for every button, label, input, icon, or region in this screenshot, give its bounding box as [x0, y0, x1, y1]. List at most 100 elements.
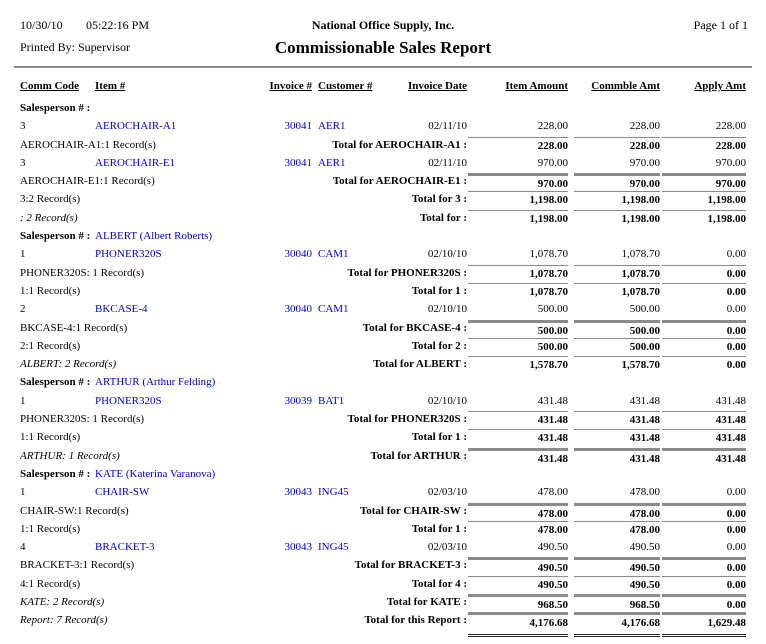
- invoice-link[interactable]: 30041: [284, 120, 313, 133]
- apply-amt-total: 431.48: [662, 411, 746, 430]
- invoice-date-cell: 02/10/10: [427, 394, 467, 407]
- customer-link[interactable]: AER1: [318, 156, 346, 169]
- item-link[interactable]: PHONER320S: [95, 394, 162, 407]
- apply-amt-total: 0.00: [662, 520, 746, 540]
- commble-amt-total: 1,198.00: [574, 191, 660, 210]
- commble-amt-total: 1,078.70: [574, 264, 660, 284]
- invoice-link[interactable]: 30040: [284, 303, 313, 316]
- apply-amt-total: 0.00: [662, 356, 746, 375]
- comm-code-cell: 3: [20, 120, 26, 133]
- salesperson-group-row: Salesperson # : ARTHUR (Arthur Felding): [0, 374, 766, 392]
- record-count-label: 1:1 Record(s): [20, 522, 81, 535]
- record-count-label: PHONER320S: 1 Record(s): [20, 266, 145, 279]
- total-label: Total for 4 :: [411, 577, 467, 590]
- record-count-label: PHONER320S: 1 Record(s): [20, 413, 145, 426]
- invoice-date-cell: 02/10/10: [427, 303, 467, 316]
- salesperson-name-link[interactable]: ARTHUR (Arthur Felding): [95, 376, 216, 389]
- invoice-date-cell: 02/11/10: [428, 120, 467, 133]
- customer-link[interactable]: ING45: [318, 541, 349, 554]
- commble-amt-total: 431.48: [574, 447, 660, 469]
- customer-link[interactable]: CAM1: [318, 248, 349, 261]
- record-count-label: BKCASE-4:1 Record(s): [20, 321, 128, 334]
- detail-row: 1 PHONER320S 30040 CAM1 02/10/10 1,078.70 1,07…: [0, 246, 766, 264]
- total-row: 4:1 Record(s) Total for 4 :490.50 490.50 0.…: [0, 575, 766, 595]
- total-row: AEROCHAIR-A1:1 Record(s) Total for AEROCH…: [0, 136, 766, 155]
- invoice-date-cell: 02/03/10: [427, 486, 467, 499]
- invoice-link[interactable]: 30043: [284, 541, 313, 554]
- total-label: Total for PHONER320S :: [347, 266, 467, 279]
- apply-amt-total: 1,198.00: [662, 191, 746, 210]
- customer-link[interactable]: ING45: [318, 486, 349, 499]
- commble-amt-cell: 431.48: [629, 394, 660, 407]
- commble-amt-total: 490.50: [574, 557, 660, 578]
- item-amount-cell: 490.50: [537, 541, 568, 554]
- apply-amt-cell: 0.00: [726, 303, 746, 316]
- commble-amt-total: 431.48: [574, 411, 660, 430]
- item-amount-total: 1,198.00: [468, 191, 568, 210]
- salesperson-label: Salesperson # :: [20, 102, 91, 114]
- detail-row: 4 BRACKET-3 30043 ING45 02/03/10 490.50 490.50…: [0, 539, 766, 557]
- salesperson-label: Salesperson # :: [20, 230, 91, 243]
- total-row: 1:1 Record(s) Total for 1 :478.00 478.00 0.…: [0, 520, 766, 540]
- comm-code-cell: 1: [20, 486, 26, 499]
- customer-link[interactable]: CAM1: [318, 303, 349, 316]
- commble-amt-total: 968.50: [574, 594, 660, 615]
- total-label: Total for :: [419, 211, 467, 224]
- item-amount-total: 4,176.68: [468, 612, 568, 637]
- invoice-link[interactable]: 30040: [284, 248, 313, 261]
- column-header-comm-code: Comm Code: [20, 80, 79, 92]
- item-amount-cell: 228.00: [537, 120, 568, 133]
- item-link[interactable]: AEROCHAIR-E1: [95, 156, 176, 169]
- commble-amt-total: 1,198.00: [574, 209, 660, 229]
- total-row: ARTHUR: 1 Record(s) Total for ARTHUR :431…: [0, 447, 766, 469]
- total-label: Total for 1 :: [411, 431, 467, 444]
- invoice-link[interactable]: 30043: [284, 486, 313, 499]
- comm-code-cell: 4: [20, 541, 26, 554]
- record-count-label: AEROCHAIR-A1:1 Record(s): [20, 138, 156, 151]
- total-row: CHAIR-SW:1 Record(s) Total for CHAIR-SW :…: [0, 502, 766, 521]
- commble-amt-total: 490.50: [574, 575, 660, 595]
- salesperson-name-link[interactable]: KATE (Katerina Varanova): [95, 467, 216, 480]
- record-count-label: KATE: 2 Record(s): [20, 596, 105, 609]
- total-label: Total for PHONER320S :: [347, 413, 467, 426]
- apply-amt-total: 0.00: [662, 282, 746, 302]
- item-amount-total: 500.00: [468, 319, 568, 341]
- commble-amt-cell: 228.00: [629, 120, 660, 133]
- customer-link[interactable]: AER1: [318, 120, 346, 133]
- column-header-apply-amt: Apply Amt: [694, 80, 746, 92]
- report-time: 05:22:16 PM: [86, 18, 150, 32]
- total-label: Total for 3 :: [411, 193, 467, 206]
- item-link[interactable]: AEROCHAIR-A1: [95, 120, 177, 133]
- commble-amt-cell: 1,078.70: [621, 248, 661, 261]
- item-link[interactable]: CHAIR-SW: [95, 486, 150, 499]
- apply-amt-total: 0.00: [662, 319, 746, 341]
- column-header-commble-amt: Commble Amt: [591, 80, 660, 92]
- record-count-label: Report: 7 Record(s): [20, 614, 108, 627]
- detail-row: 3 AEROCHAIR-E1 30041 AER1 02/11/10 970.00 970.…: [0, 155, 766, 173]
- total-label: Total for KATE :: [386, 596, 467, 609]
- total-label: Total for this Report :: [364, 614, 467, 627]
- record-count-label: 3:2 Record(s): [20, 193, 81, 206]
- apply-amt-total: 970.00: [662, 173, 746, 194]
- report-body: Salesperson # : 3 AEROCHAIR-A1 30041 AER1 02/…: [0, 100, 766, 637]
- commble-amt-total: 1,078.70: [574, 282, 660, 302]
- invoice-link[interactable]: 30039: [284, 394, 313, 407]
- item-link[interactable]: BRACKET-3: [95, 541, 155, 554]
- header-rule: [14, 66, 752, 68]
- item-link[interactable]: PHONER320S: [95, 248, 162, 261]
- item-amount-total: 431.48: [468, 429, 568, 448]
- commble-amt-total: 1,578.70: [574, 356, 660, 375]
- apply-amt-total: 431.48: [662, 429, 746, 448]
- total-label: Total for ALBERT :: [373, 358, 467, 371]
- item-link[interactable]: BKCASE-4: [95, 303, 148, 316]
- commble-amt-total: 478.00: [574, 520, 660, 540]
- commble-amt-total: 500.00: [574, 337, 660, 357]
- total-label: Total for CHAIR-SW :: [359, 504, 467, 517]
- invoice-date-cell: 02/10/10: [427, 248, 467, 261]
- salesperson-group-row: Salesperson # : KATE (Katerina Varanova): [0, 466, 766, 484]
- customer-link[interactable]: BAT1: [318, 394, 345, 407]
- total-row: KATE: 2 Record(s) Total for KATE :968.50 9…: [0, 594, 766, 612]
- invoice-link[interactable]: 30041: [284, 156, 313, 169]
- salesperson-name-link[interactable]: ALBERT (Albert Roberts): [95, 230, 213, 243]
